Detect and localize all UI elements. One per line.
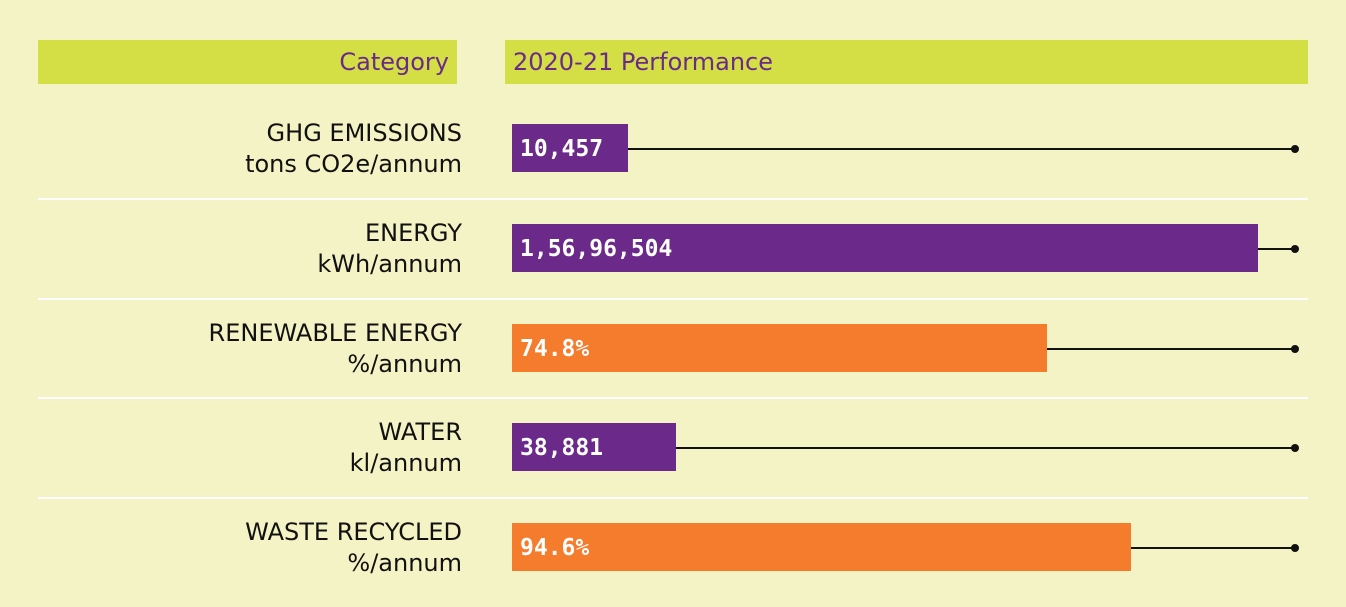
track-end-dot — [1291, 444, 1299, 452]
header-performance: 2020-21 Performance — [505, 40, 1308, 84]
row-label: RENEWABLE ENERGY %/annum — [38, 318, 462, 380]
category-name: GHG EMISSIONS — [266, 119, 462, 147]
value-bar — [512, 423, 676, 471]
value-label: 10,457 — [520, 136, 604, 162]
value-label: 38,881 — [520, 435, 604, 461]
data-row: ENERGY kWh/annum 1,56,96,504 — [38, 200, 1308, 298]
track-end-dot — [1291, 145, 1299, 153]
header-category: Category — [38, 40, 457, 84]
track-line — [512, 148, 1295, 150]
row-label: ENERGY kWh/annum — [38, 218, 462, 280]
value-bar — [512, 523, 1131, 571]
category-name: WATER — [378, 418, 462, 446]
row-separator — [38, 198, 1308, 200]
value-label: 1,56,96,504 — [520, 236, 673, 262]
value-label: 94.6% — [520, 535, 590, 561]
category-name: WASTE RECYCLED — [245, 518, 462, 546]
row-label: GHG EMISSIONS tons CO2e/annum — [38, 118, 462, 180]
row-separator — [38, 298, 1308, 300]
track-end-dot — [1291, 544, 1299, 552]
data-row: GHG EMISSIONS tons CO2e/annum 10,457 — [38, 100, 1308, 198]
row-label: WATER kl/annum — [38, 417, 462, 479]
row-separator — [38, 397, 1308, 399]
track-end-dot — [1291, 345, 1299, 353]
category-name: ENERGY — [364, 219, 462, 247]
category-unit: %/annum — [347, 549, 462, 577]
value-bar — [512, 124, 628, 172]
track-line — [512, 447, 1295, 449]
category-unit: kWh/annum — [317, 250, 462, 278]
category-unit: tons CO2e/annum — [245, 150, 462, 178]
category-unit: kl/annum — [349, 449, 462, 477]
row-separator — [38, 497, 1308, 499]
data-row: WASTE RECYCLED %/annum 94.6% — [38, 499, 1308, 597]
track-end-dot — [1291, 245, 1299, 253]
row-label: WASTE RECYCLED %/annum — [38, 517, 462, 579]
data-row: WATER kl/annum 38,881 — [38, 399, 1308, 497]
value-bar — [512, 324, 1047, 372]
value-label: 74.8% — [520, 336, 590, 362]
data-row: RENEWABLE ENERGY %/annum 74.8% — [38, 300, 1308, 398]
category-name: RENEWABLE ENERGY — [208, 319, 462, 347]
category-unit: %/annum — [347, 350, 462, 378]
value-bar — [512, 224, 1258, 272]
